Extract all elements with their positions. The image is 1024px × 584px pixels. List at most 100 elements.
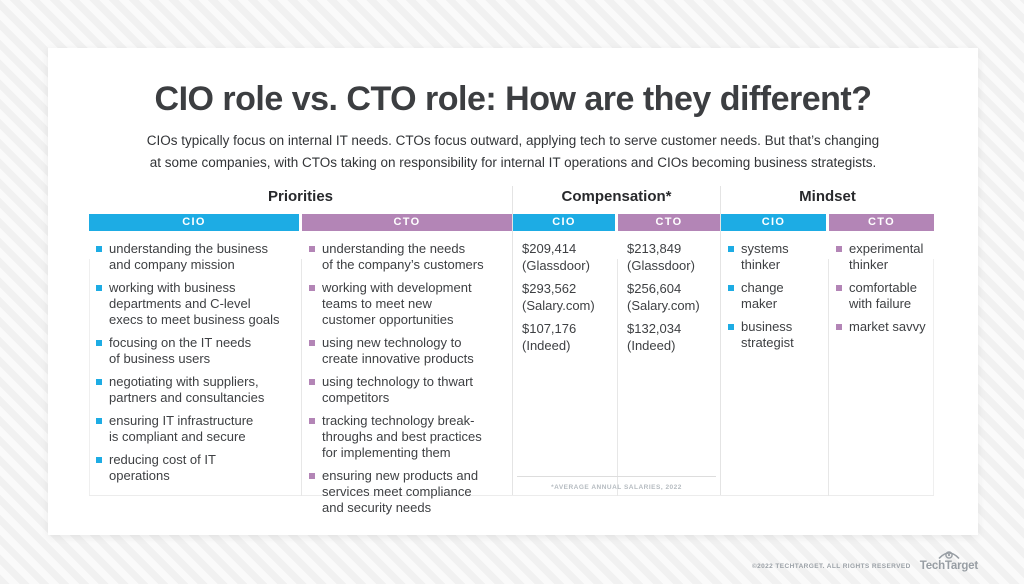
column-divider — [616, 259, 618, 496]
section-priorities: Priorities CIO understanding the busines… — [89, 186, 512, 515]
cto-mindset-list: experimental thinker comfortable with fa… — [829, 231, 934, 335]
bullet-square-icon — [96, 457, 102, 463]
section-mindset: Mindset CIO systems thinker change maker… — [720, 186, 934, 496]
priority-text: understanding the business and company m… — [109, 241, 269, 272]
bullet-square-icon — [728, 285, 734, 291]
mindset-text: business strategist — [741, 319, 794, 350]
cto-header-bar: CTO — [302, 214, 512, 231]
mindset-text: change maker — [741, 280, 784, 311]
page-footer: ©2022 TECHTARGET. ALL RIGHTS RESERVED Te… — [752, 543, 978, 577]
table-right-border — [933, 259, 934, 495]
compensation-cto-column: CTO $213,849 (Glassdoor) $256,604 (Salary.… — [618, 214, 720, 496]
bullet-square-icon — [309, 285, 315, 291]
priority-text: negotiating with suppliers, partners and… — [109, 374, 265, 405]
priority-text: using technology to thwart competitors — [322, 374, 474, 405]
list-item: focusing on the IT needs of business use… — [96, 335, 297, 367]
salary-amount: $209,414 — [522, 241, 577, 256]
mindset-text: experimental thinker — [849, 241, 924, 272]
list-item: ensuring new products and services meet … — [309, 468, 510, 516]
cio-header-bar: CIO — [89, 214, 299, 231]
page-title: CIO role vs. CTO role: How are they diff… — [154, 80, 872, 118]
list-item: comfortable with failure — [836, 280, 932, 312]
salary-amount: $213,849 — [627, 241, 682, 256]
bullet-square-icon — [309, 473, 315, 479]
bullet-square-icon — [96, 285, 102, 291]
list-item: systems thinker — [728, 241, 824, 273]
section-title-priorities: Priorities — [267, 188, 334, 205]
priority-text: working with business departments and C-… — [109, 280, 280, 327]
list-item: ensuring IT infrastructure is compliant … — [96, 413, 297, 445]
cto-header-bar: CTO — [618, 214, 720, 231]
cio-mindset-list: systems thinker change maker business st… — [721, 231, 826, 351]
list-item: tracking technology break- throughs and … — [309, 413, 510, 461]
salary-source: (Glassdoor) — [627, 257, 695, 273]
priority-text: ensuring IT infrastructure is compliant … — [109, 413, 254, 444]
list-item: experimental thinker — [836, 241, 932, 273]
bullet-square-icon — [836, 285, 842, 291]
list-item: working with development teams to meet n… — [309, 280, 510, 328]
salary-entry: $213,849 (Glassdoor) — [627, 241, 718, 274]
list-item: working with business departments and C-… — [96, 280, 297, 328]
bullet-square-icon — [836, 324, 842, 330]
priority-text: using new technology to create innovativ… — [322, 335, 474, 366]
bullet-square-icon — [96, 246, 102, 252]
copyright-text: ©2022 TECHTARGET. ALL RIGHTS RESERVED — [751, 562, 911, 570]
list-item: understanding the needs of the company’s… — [309, 241, 510, 273]
techtarget-logo: TechTarget — [920, 548, 978, 572]
mindset-text: comfortable with failure — [849, 280, 917, 311]
salary-footnote: *AVERAGE ANNUAL SALARIES, 2022 — [517, 476, 716, 496]
comparison-table: Priorities CIO understanding the busines… — [89, 186, 934, 515]
list-item: negotiating with suppliers, partners and… — [96, 374, 297, 406]
compensation-cio-column: CIO $209,414 (Glassdoor) $293,562 (Salary.… — [513, 214, 615, 496]
list-item: business strategist — [728, 319, 824, 351]
table-left-border — [89, 259, 90, 495]
priority-text: working with development teams to meet n… — [322, 280, 472, 327]
bullet-square-icon — [728, 324, 734, 330]
techtarget-wordmark: TechTarget — [919, 560, 978, 572]
bullet-square-icon — [309, 340, 315, 346]
column-divider — [827, 259, 829, 496]
salary-entry: $293,562 (Salary.com) — [522, 281, 613, 314]
list-item: change maker — [728, 280, 824, 312]
salary-entry: $256,604 (Salary.com) — [627, 281, 718, 314]
salary-amount: $132,034 — [627, 321, 682, 336]
salary-source: (Glassdoor) — [522, 257, 590, 273]
cio-salary-list: $209,414 (Glassdoor) $293,562 (Salary.com)… — [513, 231, 615, 354]
bullet-square-icon — [96, 340, 102, 346]
page-subtitle: CIOs typically focus on internal IT need… — [146, 133, 880, 170]
section-compensation: Compensation* CIO $209,414 (Glassdoor) $2… — [512, 186, 720, 496]
salary-entry: $132,034 (Indeed) — [627, 321, 718, 354]
column-divider — [300, 259, 302, 496]
priorities-cto-column: CTO understanding the needs of the compa… — [302, 214, 512, 515]
salary-source: (Salary.com) — [522, 297, 595, 313]
list-item: market savvy — [836, 319, 932, 335]
list-item: using new technology to create innovativ… — [309, 335, 510, 367]
priority-text: ensuring new products and services meet … — [322, 468, 479, 515]
priority-text: focusing on the IT needs of business use… — [109, 335, 252, 366]
cto-priorities-list: understanding the needs of the company’s… — [302, 231, 512, 516]
mindset-text: market savvy — [849, 319, 926, 334]
salary-source: (Indeed) — [627, 337, 676, 353]
list-item: understanding the business and company m… — [96, 241, 297, 273]
bullet-square-icon — [309, 246, 315, 252]
cto-salary-list: $213,849 (Glassdoor) $256,604 (Salary.com)… — [618, 231, 720, 354]
cto-header-bar: CTO — [829, 214, 934, 231]
bullet-square-icon — [96, 379, 102, 385]
section-title-mindset: Mindset — [799, 188, 856, 205]
list-item: reducing cost of IT operations — [96, 452, 297, 484]
cio-priorities-list: understanding the business and company m… — [89, 231, 299, 484]
priority-text: tracking technology break- throughs and … — [322, 413, 482, 460]
salary-amount: $293,562 — [522, 281, 577, 296]
infographic-card: CIO role vs. CTO role: How are they diff… — [48, 48, 978, 535]
cio-header-bar: CIO — [721, 214, 826, 231]
salary-entry: $107,176 (Indeed) — [522, 321, 613, 354]
section-title-compensation: Compensation* — [561, 188, 672, 205]
priority-text: understanding the needs of the company’s… — [322, 241, 484, 272]
mindset-cio-column: CIO systems thinker change maker busines… — [721, 214, 826, 496]
bullet-square-icon — [309, 379, 315, 385]
eye-icon — [938, 551, 960, 560]
salary-source: (Indeed) — [522, 337, 571, 353]
salary-amount: $256,604 — [627, 281, 682, 296]
cio-header-bar: CIO — [513, 214, 615, 231]
list-item: using technology to thwart competitors — [309, 374, 510, 406]
